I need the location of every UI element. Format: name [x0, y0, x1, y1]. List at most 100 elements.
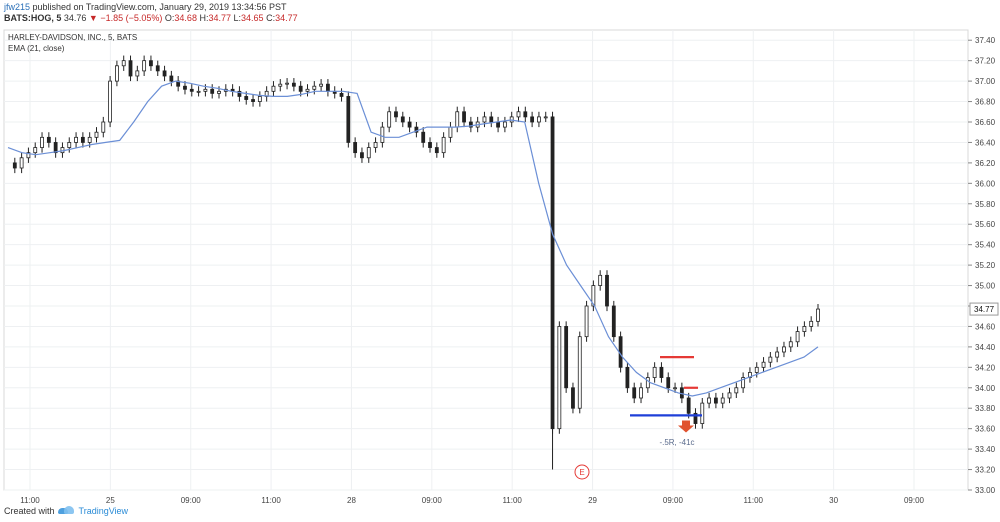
candle-body	[611, 305, 616, 338]
o-label: O:	[164, 13, 175, 23]
candle-body	[12, 162, 17, 169]
candle-body	[577, 336, 582, 409]
x-tick-label: 09:00	[422, 496, 443, 504]
c-value: 34.77	[275, 13, 298, 23]
candle-body	[67, 142, 72, 148]
candle-body	[108, 80, 113, 123]
candle-body	[802, 326, 807, 332]
h-value: 34.77	[208, 13, 231, 23]
candle-body	[394, 111, 398, 118]
y-tick-label: 33.80	[975, 404, 996, 413]
y-tick-label: 37.20	[975, 57, 996, 66]
candle-body	[217, 90, 221, 94]
candle-body	[686, 397, 691, 414]
candle-body	[625, 366, 630, 389]
candle-body	[754, 366, 759, 373]
x-tick-label: 09:00	[663, 496, 684, 504]
candle-body	[407, 121, 412, 128]
candle-body	[80, 136, 85, 143]
candle-body	[278, 83, 283, 87]
x-tick-label: 11:00	[20, 496, 40, 504]
candle-body	[87, 136, 92, 143]
x-tick-label: 30	[829, 496, 838, 504]
candle-body	[360, 152, 364, 159]
x-tick-label: 09:00	[904, 496, 925, 504]
candle-body	[727, 392, 732, 399]
candle-body	[482, 116, 487, 123]
candle-body	[734, 387, 739, 394]
candle-body	[707, 397, 711, 404]
candle-body	[428, 142, 432, 148]
candle-body	[128, 60, 133, 77]
candle-body	[237, 90, 242, 97]
candle-body	[271, 85, 276, 92]
candle-body	[339, 92, 344, 97]
plot-area	[3, 29, 969, 491]
trade-annotation: -.5R, -41c	[659, 438, 694, 447]
candle-body	[46, 136, 51, 143]
last-price-tag-label: 34.77	[974, 305, 995, 314]
y-tick-label: 34.00	[975, 384, 996, 393]
x-tick-label: 11:00	[744, 496, 764, 504]
candle-body	[462, 111, 466, 123]
y-tick-label: 36.40	[975, 138, 996, 147]
y-tick-label: 35.00	[975, 282, 996, 291]
candle-body	[40, 136, 44, 148]
candle-body	[162, 70, 167, 77]
tradingview-link[interactable]: TradingView	[78, 506, 129, 516]
price-chart[interactable]: 33.00 33.20 33.40 33.60 33.80 34.00 34.20 34.40…	[0, 24, 1000, 504]
candle-body	[502, 121, 507, 128]
candle-body	[298, 85, 303, 92]
candle-body	[605, 274, 609, 307]
earnings-event-label: E	[579, 468, 584, 477]
y-tick-label: 34.20	[975, 363, 996, 372]
candle-body	[326, 83, 330, 92]
candle-body	[639, 387, 643, 399]
candle-body	[673, 387, 677, 390]
candle-body	[196, 90, 201, 93]
candle-body	[189, 88, 194, 92]
last-price: 34.76	[63, 13, 87, 23]
candle-body	[373, 142, 378, 148]
candle-body	[530, 116, 535, 123]
candle-body	[74, 136, 78, 143]
x-tick-label: 11:00	[261, 496, 281, 504]
candle-body	[257, 96, 262, 102]
candle-body	[434, 147, 439, 154]
last-price-tag	[969, 302, 999, 316]
candle-body	[591, 285, 596, 307]
candle-body	[291, 82, 296, 87]
earnings-event-icon	[574, 464, 590, 480]
candle-body	[496, 121, 500, 128]
candle-body	[380, 126, 385, 143]
y-tick-label: 33.00	[975, 486, 996, 495]
candle-body	[414, 126, 419, 133]
candle-body	[26, 152, 31, 159]
candle-body	[652, 366, 657, 378]
author-link[interactable]: jfw215	[4, 2, 31, 12]
candle-body	[509, 116, 514, 123]
candle-body	[244, 96, 249, 100]
candle-body	[720, 397, 725, 404]
candle-body	[775, 351, 780, 358]
published-text: published on TradingView.com, January 29…	[30, 2, 287, 12]
candle-body	[713, 397, 718, 404]
candle-body	[700, 402, 705, 424]
footer: Created with TradingView	[4, 506, 128, 516]
candle-body	[210, 88, 215, 94]
publish-line: jfw215 published on TradingView.com, Jan…	[4, 2, 287, 12]
tradingview-logo-icon	[57, 506, 76, 516]
ema-line	[7, 80, 819, 397]
sell-arrow-icon	[678, 420, 694, 433]
candle-body	[489, 116, 494, 123]
y-tick-label: 36.60	[975, 118, 996, 127]
candle-body	[571, 387, 575, 409]
candle-body	[94, 131, 99, 138]
y-tick-label: 35.20	[975, 261, 996, 270]
x-tick-label: 09:00	[181, 496, 202, 504]
price-change: −1.85 (−5.05%)	[100, 13, 163, 23]
candle-body	[400, 116, 405, 123]
candle-body	[537, 116, 541, 123]
candle-body	[285, 82, 289, 85]
candle-body	[598, 274, 603, 286]
